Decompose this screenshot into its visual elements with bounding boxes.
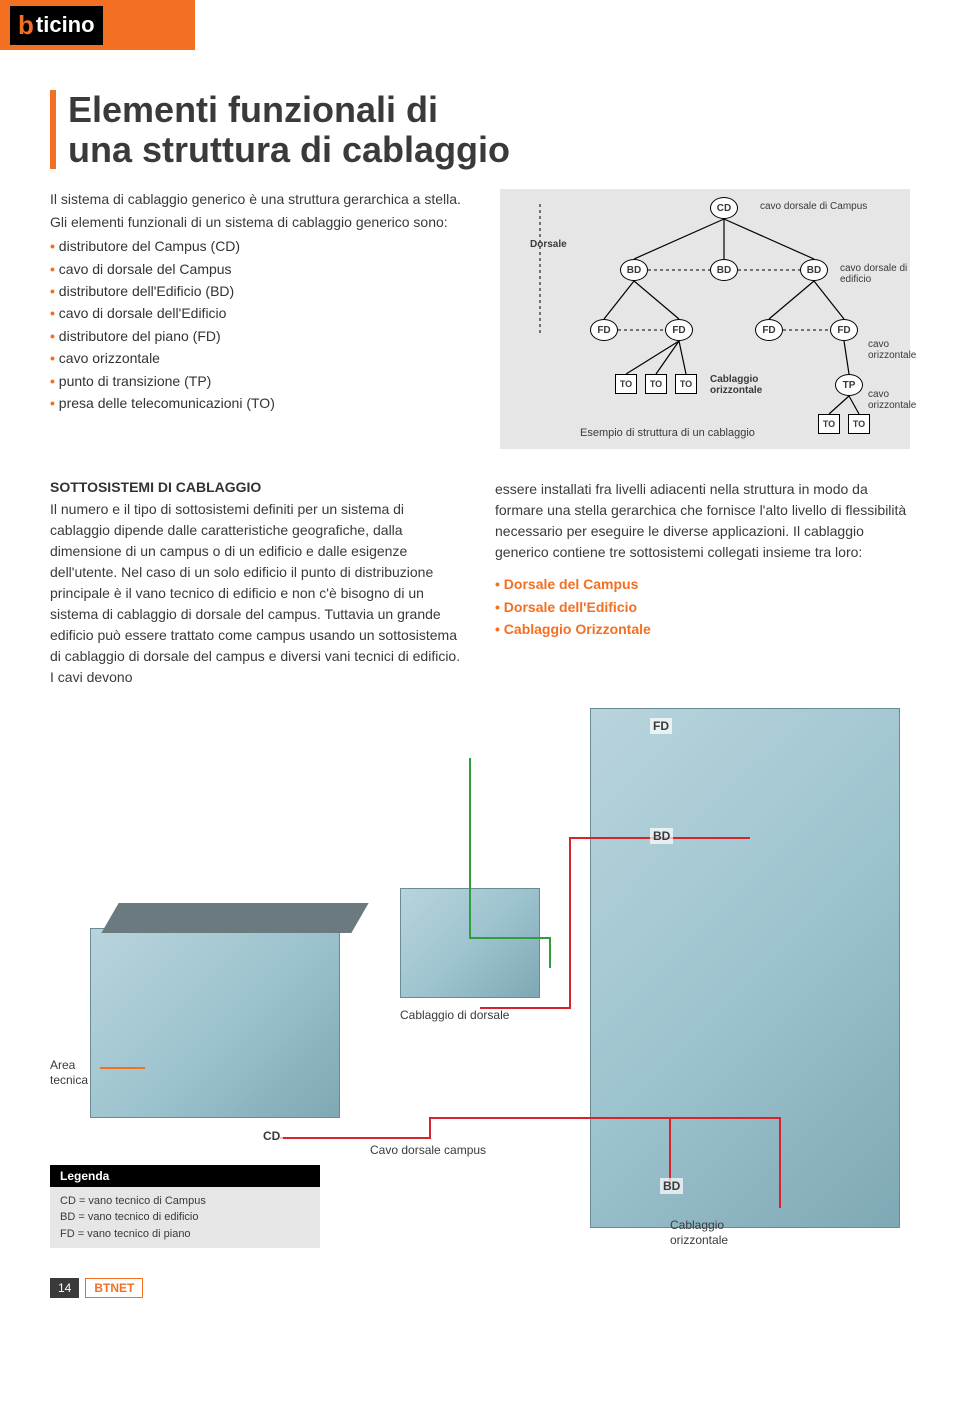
label-cablaggio-dorsale: Cablaggio di dorsale [400, 1008, 509, 1022]
bullet-item: cavo orizzontale [50, 347, 470, 369]
legend-title: Legenda [50, 1165, 320, 1187]
title-line-2: una struttura di cablaggio [68, 129, 510, 170]
label-dorsale: Dorsale [530, 239, 567, 250]
label-bd: BD [650, 828, 673, 844]
label-cab-oriz: Cablaggio orizzontale [710, 374, 762, 396]
label-cavo-edificio: cavo dorsale di edificio [840, 263, 910, 285]
roof-left [101, 903, 368, 933]
node-to: TO [818, 414, 840, 434]
bullet-item: distributore del piano (FD) [50, 325, 470, 347]
bullet-item: distributore dell'Edificio (BD) [50, 280, 470, 302]
node-to: TO [645, 374, 667, 394]
page-footer: 14 BTNET [50, 1278, 910, 1298]
node-cd: CD [710, 197, 738, 219]
left-column: SOTTOSISTEMI DI CABLAGGIO Il numero e il… [50, 479, 465, 688]
campus-figure: FD BD BD CD Area tecnica Cablaggio di do… [50, 708, 910, 1268]
body-right: essere installati fra livelli adiacenti … [495, 479, 910, 563]
intro-column: Il sistema di cablaggio generico è una s… [50, 189, 470, 449]
label-area-tecnica: Area tecnica [50, 1058, 88, 1087]
body-left: Il numero e il tipo di sottosistemi defi… [50, 499, 465, 688]
node-fd: FD [665, 319, 693, 341]
highlight-bullet: Dorsale del Campus [495, 573, 910, 595]
logo-text: ticino [36, 12, 95, 38]
node-bd: BD [710, 259, 738, 281]
legend-item: FD = vano tecnico di piano [60, 1226, 310, 1243]
label-cablaggio-orizzontale: Cablaggio orizzontale [670, 1218, 728, 1247]
footer-tag: BTNET [85, 1278, 143, 1298]
label-fd: FD [650, 718, 672, 734]
legend-item: BD = vano tecnico di edificio [60, 1209, 310, 1226]
label-cavo-campus: cavo dorsale di Campus [760, 201, 867, 212]
node-bd: BD [800, 259, 828, 281]
label-cd: CD [260, 1128, 283, 1144]
label-cavo-oriz: cavo orizzontale [868, 339, 916, 361]
node-bd: BD [620, 259, 648, 281]
logo-bar: bticino [0, 0, 195, 50]
legend: Legenda CD = vano tecnico di Campus BD =… [50, 1165, 320, 1249]
right-column: essere installati fra livelli adiacenti … [495, 479, 910, 688]
top-row: Il sistema di cablaggio generico è una s… [50, 189, 910, 449]
label-cavo-oriz: cavo orizzontale [868, 389, 916, 411]
bullet-item: cavo di dorsale dell'Edificio [50, 302, 470, 324]
section-heading: SOTTOSISTEMI DI CABLAGGIO [50, 479, 465, 495]
bullet-item: distributore del Campus (CD) [50, 235, 470, 257]
legend-body: CD = vano tecnico di Campus BD = vano te… [50, 1187, 320, 1249]
intro-2: Gli elementi funzionali di un sistema di… [50, 212, 470, 233]
node-to: TO [615, 374, 637, 394]
tree-diagram: CD BD BD BD FD FD FD FD TP TO TO TO TO T… [500, 189, 910, 449]
page-number: 14 [50, 1278, 79, 1298]
bullet-item: punto di transizione (TP) [50, 370, 470, 392]
building-left [90, 928, 340, 1118]
node-to: TO [675, 374, 697, 394]
bullet-item: cavo di dorsale del Campus [50, 258, 470, 280]
diagram-caption: Esempio di struttura di un cablaggio [580, 427, 755, 439]
legend-item: CD = vano tecnico di Campus [60, 1193, 310, 1210]
building-middle [400, 888, 540, 998]
label-cavo-dorsale-campus: Cavo dorsale campus [370, 1143, 486, 1157]
logo-b: b [18, 10, 34, 41]
page-content: Elementi funzionali di una struttura di … [0, 50, 960, 1318]
building-right [590, 708, 900, 1228]
node-fd: FD [755, 319, 783, 341]
title-line-1: Elementi funzionali di [68, 89, 438, 130]
intro-1: Il sistema di cablaggio generico è una s… [50, 189, 470, 210]
label-bd: BD [660, 1178, 683, 1194]
page-title: Elementi funzionali di una struttura di … [50, 90, 910, 169]
bullet-item: presa delle telecomunicazioni (TO) [50, 392, 470, 414]
highlight-bullet: Dorsale dell'Edificio [495, 596, 910, 618]
node-fd: FD [590, 319, 618, 341]
two-column-section: SOTTOSISTEMI DI CABLAGGIO Il numero e il… [50, 479, 910, 688]
brand-logo: bticino [10, 6, 103, 45]
node-fd: FD [830, 319, 858, 341]
highlight-bullet: Cablaggio Orizzontale [495, 618, 910, 640]
node-tp: TP [835, 374, 863, 396]
node-to: TO [848, 414, 870, 434]
